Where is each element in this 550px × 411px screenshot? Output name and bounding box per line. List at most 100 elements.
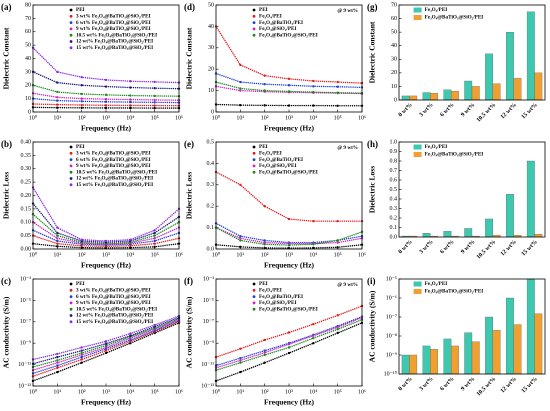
x-axis-label: Frequency (Hz) [264,398,315,407]
data-point [104,104,108,107]
data-point [104,340,108,343]
y-tick-label: 50 [25,43,31,49]
data-point [56,96,59,99]
data-point [153,234,156,237]
series-line [32,186,180,242]
legend-marker [69,46,73,50]
y-tick-label: 0.30 [21,166,32,172]
data-point [336,80,339,84]
legend-label: 9 wt% Fe₃O₄@BaTiO₃@SiO₂/PEI [76,300,151,306]
y-tick-label: 80 [25,2,31,8]
legend-marker [252,282,256,286]
data-point [104,97,108,101]
legend-label: 3 wt% Fe₃O₄@BaTiO₃@SiO₂/PEI [76,150,151,156]
y-tick-label: 0 [394,97,397,103]
bar [492,83,501,101]
y-tick-label: 0.5 [207,139,215,145]
y-tick-label: 10⁻⁷ [20,319,31,325]
data-point [80,246,83,249]
y-tick-label: 0.5 [390,187,398,193]
x-tick-label: 10⁰ [29,388,38,395]
y-tick-label: 10⁻⁹ [203,341,214,347]
data-point [263,241,266,244]
data-point [312,334,315,337]
y-tick-label: 0.20 [21,193,32,199]
y-axis-label: Dielectric Loss [368,166,377,213]
plot-frame [398,278,546,375]
data-point [80,346,83,349]
data-point [153,239,156,243]
legend-marker [69,183,73,187]
data-point [153,245,156,249]
bar [471,341,480,375]
data-point [129,100,132,104]
legend-label: Fe₃O₄/PEI [425,144,448,150]
data-point [287,217,291,221]
x-tick-label: 10¹ [236,115,244,121]
bar [430,93,438,101]
y-tick-label: 0.7 [390,168,398,174]
legend-label: PEI [76,281,85,287]
x-tick-label: 10⁴ [126,252,134,258]
data-point [287,331,291,334]
data-point [336,241,339,244]
data-point [336,331,339,335]
legend-marker [252,301,256,305]
data-point [56,237,59,240]
bar [526,278,535,375]
legend-label: Fe₃O₄@BaTiO₃@SiO₂/PEI [259,169,318,175]
data-point [312,104,315,107]
bar [506,297,514,375]
y-tick-label: 10⁻⁶ [386,295,397,301]
data-point [129,104,132,107]
y-tick-label: 0.3 [390,206,398,212]
legend-label: Fe₃O₄/PEI [259,150,282,156]
x-tick-label: 10¹ [53,252,61,258]
legend-label: Fe₃O₄@BaTiO₃@SiO₂/PEI [425,289,484,295]
data-point [312,79,315,83]
y-tick-label: 10⁻⁸ [386,333,397,339]
x-tick-label: 3 wt% [419,102,435,118]
legend-label: Fe₃O₄/PEI [425,7,448,13]
data-point [263,89,266,92]
y-tick-label: 0.6 [390,177,398,183]
data-point [104,93,108,97]
legend-marker [69,301,73,305]
data-point [56,234,59,237]
data-point [153,325,156,328]
data-point [239,63,242,67]
y-tick-label: 10⁻¹¹ [18,362,31,368]
bar [485,218,494,238]
legend-marker [69,288,73,292]
legend-marker [252,288,256,292]
y-tick-label: 60 [391,16,397,22]
legend-label: Fe₃O₄@BaTiO₃@SiO₂/PEI [259,306,318,312]
data-point [336,314,339,317]
data-point [336,85,339,88]
annotation: @ 9 wt% [337,145,358,151]
data-point [312,243,315,246]
data-point [80,353,83,357]
data-point [104,106,108,110]
data-point [287,243,291,247]
legend-swatch [413,144,422,150]
data-point [312,342,315,345]
y-tick-label: 70 [391,2,397,8]
legend-label: Fe₃O₄@BaTiO₃/PEI [259,294,303,300]
y-tick-label: 10⁻⁷ [386,314,397,320]
x-tick-label: 10.5 wt% [476,239,497,260]
legend-marker [252,33,256,37]
data-point [153,104,156,107]
legend-marker [252,14,256,18]
data-point [239,347,242,350]
data-point [287,84,291,87]
legend-swatch [413,7,422,13]
panel-label: (f) [184,276,193,286]
x-tick-label: 10⁶ [175,115,183,121]
legend-label: Fe₃O₄@SiO₂/PEI [259,26,296,32]
x-axis-label: Frequency (Hz) [81,124,132,133]
data-point [80,238,83,241]
y-tick-label: 10⁻⁹ [386,352,397,358]
bar [443,89,452,101]
